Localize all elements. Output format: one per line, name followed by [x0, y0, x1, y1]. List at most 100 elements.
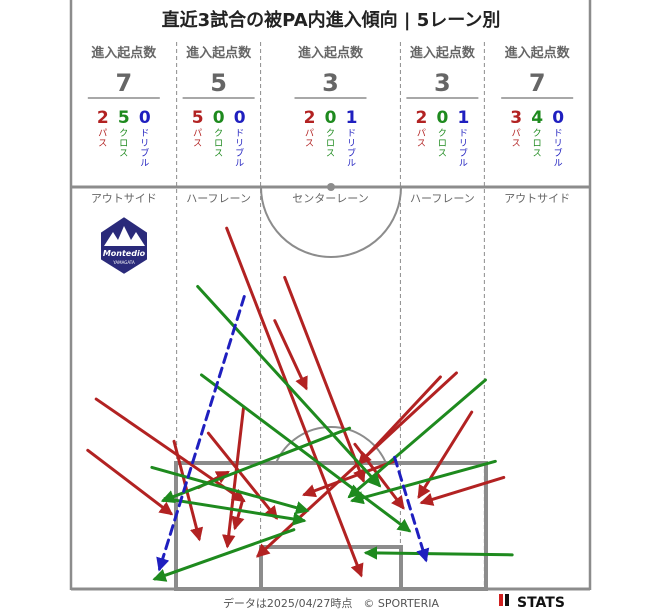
- lane-category-label-char: ド: [235, 129, 244, 139]
- arrow-pass: [357, 375, 442, 466]
- lane-category-label-char: ロ: [326, 139, 335, 149]
- lane-count-cross: 0: [436, 108, 448, 128]
- arrow-cross: [196, 284, 382, 488]
- lane-total: 5: [210, 69, 227, 97]
- lane-count-pass: 5: [192, 108, 204, 128]
- lane-category-label-char: パ: [305, 128, 314, 139]
- lane-count-pass: 2: [304, 108, 316, 128]
- lane-category-label-char: ス: [438, 149, 447, 159]
- lane-category-label-char: ル: [459, 159, 468, 169]
- arrow-pass: [256, 371, 458, 558]
- lane-category-label-char: ス: [98, 139, 107, 149]
- team-logo: Montedio YAMAGATA: [99, 214, 149, 277]
- arrow-cross: [347, 378, 487, 499]
- lane-category-label-char: ブ: [140, 147, 149, 159]
- lane-count-cross: 0: [325, 108, 337, 128]
- lane-category-label-char: リ: [459, 139, 468, 149]
- footer-note: データは2025/04/27時点 © SPORTERIA: [223, 596, 440, 610]
- arrow-pass: [419, 475, 506, 506]
- lane-name: ハーフレーン: [186, 192, 251, 205]
- lane-name: センターレーン: [292, 192, 368, 205]
- lane-total: 7: [529, 69, 546, 97]
- lane-name: ハーフレーン: [410, 192, 475, 205]
- lane-category-label-char: パ: [417, 128, 426, 139]
- lane-category-label-char: ル: [554, 159, 563, 169]
- lane-category-label-char: ド: [140, 129, 149, 139]
- center-spot: [327, 183, 335, 191]
- lane-category-label-char: ス: [119, 149, 128, 159]
- lane-category-label-char: ク: [119, 128, 128, 139]
- lane-category-label-char: ス: [417, 139, 426, 149]
- lane-header-label: 進入起点数: [186, 45, 252, 61]
- arrow-dribble: [156, 295, 246, 572]
- arrow-pass: [86, 448, 174, 516]
- lane-total: 7: [115, 69, 132, 97]
- lane-count-pass: 3: [510, 108, 522, 128]
- pitch: アウトサイド ハーフレーン センターレーン ハーフレーン アウトサイド: [71, 42, 590, 591]
- lane-names: アウトサイド ハーフレーン センターレーン ハーフレーン アウトサイド: [91, 192, 570, 205]
- lane-header: 進入起点数72パス5クロス0ドリブル進入起点数55パス0クロス0ドリブル進入起点…: [87, 45, 574, 169]
- lane-category-label-char: ス: [512, 139, 521, 149]
- lane-category-label-char: ク: [438, 128, 447, 139]
- lane-category-label-char: ブ: [459, 147, 468, 159]
- stats-brand: STATS: [499, 594, 565, 611]
- lane-count-dribble: 1: [457, 108, 469, 128]
- team-logo-mountain: [104, 226, 145, 246]
- lane-category-label-char: ス: [214, 149, 223, 159]
- lane-name: アウトサイド: [504, 192, 570, 205]
- lane-category-label-char: ド: [554, 129, 563, 139]
- lane-category-label-char: ブ: [554, 147, 563, 159]
- lane-category-label-char: ク: [533, 128, 542, 139]
- lane-total: 3: [434, 69, 451, 97]
- lane-category-label-char: ロ: [119, 139, 128, 149]
- lane-count-dribble: 0: [139, 108, 151, 128]
- lane-category-label-char: ル: [347, 159, 356, 169]
- arrow-cross: [150, 465, 310, 515]
- arrow-cross: [152, 528, 296, 582]
- lane-category-label-char: ク: [214, 128, 223, 139]
- lane-category-label-char: ス: [326, 149, 335, 159]
- arrow-pass: [231, 498, 245, 531]
- lane-header-label: 進入起点数: [91, 45, 157, 61]
- team-logo-subtext: YAMAGATA: [112, 260, 135, 265]
- lane-category-label-char: ロ: [214, 139, 223, 149]
- lane-category-label-char: ブ: [235, 147, 244, 159]
- lane-category-label-char: リ: [554, 139, 563, 149]
- arrow-dribble: [393, 455, 430, 563]
- stats-logo-mark-black: [505, 594, 509, 606]
- lane-category-label-char: ス: [305, 139, 314, 149]
- arrow-pass: [283, 275, 366, 483]
- arrow-pass: [302, 459, 396, 498]
- arrow-cross: [363, 546, 514, 560]
- penalty-area: [174, 461, 488, 591]
- lane-category-label-char: パ: [512, 128, 521, 139]
- lane-category-label-char: リ: [235, 139, 244, 149]
- lane-category-label-char: ロ: [533, 139, 542, 149]
- lane-count-cross: 0: [213, 108, 225, 128]
- lane-category-label-char: リ: [347, 139, 356, 149]
- lane-category-label-char: ブ: [347, 147, 356, 159]
- lane-category-label-char: ス: [193, 139, 202, 149]
- chart-title: 直近3試合の被PA内進入傾向 | 5レーン別: [162, 9, 501, 31]
- lane-category-label-char: ス: [533, 149, 542, 159]
- lane-category-label-char: パ: [193, 128, 202, 139]
- stats-logo-mark-red: [499, 594, 503, 606]
- lane-count-dribble: 0: [552, 108, 564, 128]
- arrow-cross: [200, 373, 412, 533]
- arrow-pass: [222, 406, 245, 549]
- lane-category-label-char: ロ: [438, 139, 447, 149]
- lane-category-label-char: ド: [459, 129, 468, 139]
- lane-header-label: 進入起点数: [410, 45, 476, 61]
- lane-total: 3: [322, 69, 339, 97]
- lane-category-label-char: ル: [140, 159, 149, 169]
- lane-category-label-char: ル: [235, 159, 244, 169]
- lane-header-label: 進入起点数: [298, 45, 364, 61]
- arrow-pass: [94, 397, 246, 503]
- arrow-cross: [163, 497, 307, 526]
- arrow-pass: [225, 226, 364, 578]
- lane-category-label-char: リ: [140, 139, 149, 149]
- lane-name: アウトサイド: [91, 192, 157, 205]
- arrow-pass: [273, 319, 308, 391]
